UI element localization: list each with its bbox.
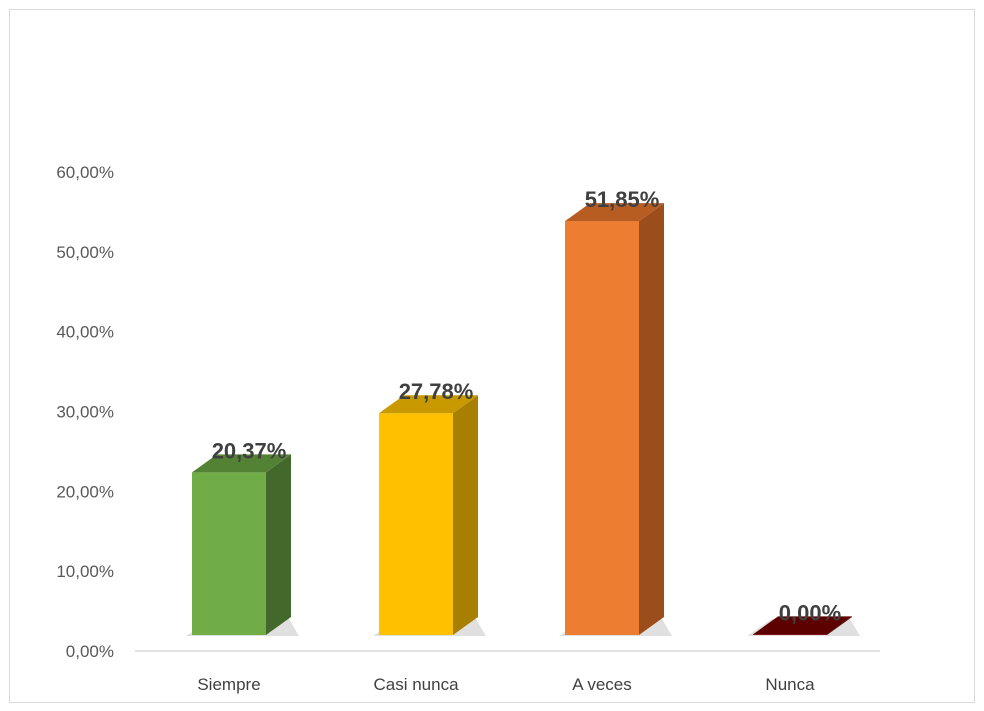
chart-frame [9, 9, 975, 703]
bar-siempre [186, 454, 299, 636]
bar-side [266, 454, 291, 635]
bar-top [192, 454, 291, 473]
bars [186, 203, 860, 636]
x-tick-label: A veces [572, 675, 632, 694]
y-tick-label: 30,00% [56, 403, 114, 422]
bar-nunca [747, 616, 860, 636]
x-tick-label: Nunca [765, 675, 815, 694]
y-tick-label: 50,00% [56, 243, 114, 262]
bar-front [192, 472, 266, 635]
data-label: 0,00% [779, 600, 841, 625]
bar-front [753, 634, 827, 635]
y-tick-label: 40,00% [56, 323, 114, 342]
bar-front [565, 221, 639, 636]
y-tick-label: 10,00% [56, 562, 114, 581]
bar-top [753, 616, 852, 635]
data-label: 27,78% [399, 379, 474, 404]
x-axis: Siempre Casi nunca A veces Nunca [197, 675, 815, 694]
bar-top [565, 203, 664, 222]
x-tick-label: Casi nunca [373, 675, 459, 694]
bar-side [639, 203, 664, 636]
data-labels: 20,37% 27,78% 51,85% 0,00% [212, 187, 842, 625]
y-tick-label: 20,00% [56, 482, 114, 501]
data-label: 20,37% [212, 438, 287, 463]
bar-casi-nunca [373, 395, 486, 636]
bar-front [379, 413, 453, 635]
bar-side [453, 395, 478, 635]
bar-side [827, 616, 852, 635]
x-tick-label: Siempre [197, 675, 260, 694]
bar-a-veces [559, 203, 672, 636]
y-tick-label: 60,00% [56, 163, 114, 182]
y-tick-label: 0,00% [66, 642, 114, 661]
bar-top [379, 395, 478, 414]
data-label: 51,85% [585, 187, 660, 212]
y-axis: 0,00% 10,00% 20,00% 30,00% 40,00% 50,00% 60,00… [56, 163, 114, 661]
